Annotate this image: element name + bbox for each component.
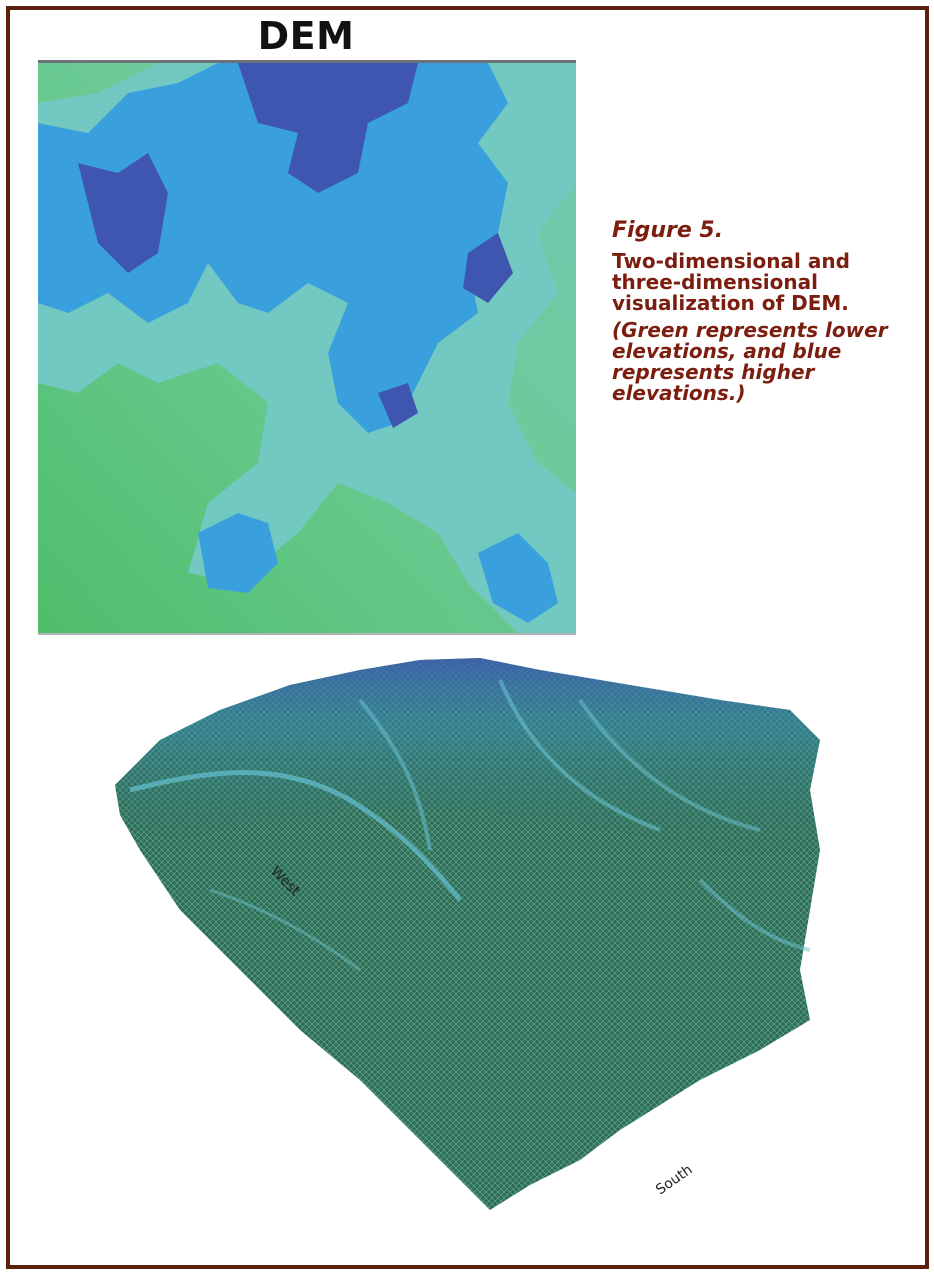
- dem-2d-map-image: [38, 63, 576, 633]
- dem-panel-title: DEM: [257, 14, 355, 58]
- dem-3d-terrain-image: West South: [115, 658, 820, 1210]
- dem-2d-map: [38, 60, 576, 635]
- dem-3d-terrain: West South: [60, 640, 840, 1260]
- figure-title: Two-dimensional and three-dimensional vi…: [612, 249, 850, 315]
- south-axis-label: South: [653, 1162, 696, 1198]
- figure-note: (Green represents lower elevations, and …: [612, 318, 888, 405]
- figure-number: Figure 5.: [612, 218, 724, 243]
- figure-caption: Figure 5. Two-dimensional and three-dime…: [612, 218, 912, 404]
